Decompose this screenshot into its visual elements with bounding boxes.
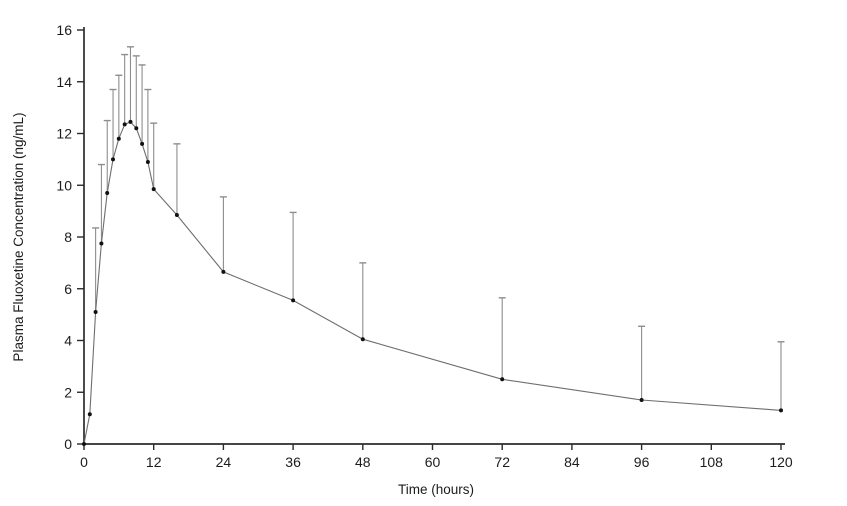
y-tick-label: 4: [64, 333, 72, 349]
data-point-marker: [779, 408, 783, 413]
x-tick-label: 0: [80, 454, 88, 470]
data-point-marker: [145, 160, 150, 164]
data-point-marker: [99, 241, 104, 246]
x-tick-label: 12: [146, 454, 162, 470]
y-tick-label: 14: [56, 74, 72, 90]
data-point-marker: [151, 187, 156, 192]
data-point-marker: [174, 213, 179, 217]
data-point-marker: [221, 269, 226, 274]
data-point-marker: [140, 141, 145, 146]
x-tick-label: 108: [700, 454, 724, 470]
data-line: [83, 121, 782, 445]
data-point-marker: [116, 136, 121, 141]
y-tick-label: 16: [56, 22, 72, 38]
data-point-marker: [111, 157, 115, 162]
data-point-marker: [500, 377, 505, 382]
x-axis-title: Time (hours): [398, 482, 474, 497]
y-tick-label: 2: [64, 384, 72, 400]
y-tick-label: 12: [56, 126, 72, 142]
x-tick-label: 72: [494, 454, 510, 470]
y-axis-title: Plasma Fluoxetine Concentration (ng/mL): [11, 112, 26, 361]
data-point-marker: [360, 337, 365, 342]
x-tick-label: 84: [564, 454, 580, 470]
data-point-marker: [82, 442, 86, 446]
x-tick-label: 24: [216, 454, 232, 470]
x-tick-label: 60: [425, 454, 441, 470]
data-point-marker: [93, 310, 98, 314]
y-tick-label: 6: [64, 281, 72, 297]
x-tick-label: 120: [769, 454, 793, 470]
y-tick-label: 8: [64, 229, 72, 245]
data-point-marker: [105, 191, 110, 195]
data-point-marker: [639, 398, 644, 402]
data-point-marker: [134, 126, 139, 131]
data-point-marker: [87, 412, 92, 417]
data-point-marker: [291, 298, 296, 303]
y-tick-label: 0: [64, 436, 72, 452]
y-tick-label: 10: [56, 177, 72, 193]
x-tick-label: 96: [634, 454, 650, 470]
data-point-marker: [128, 119, 133, 124]
data-point-marker: [122, 122, 127, 127]
x-tick-label: 48: [355, 454, 371, 470]
x-tick-label: 36: [285, 454, 301, 470]
